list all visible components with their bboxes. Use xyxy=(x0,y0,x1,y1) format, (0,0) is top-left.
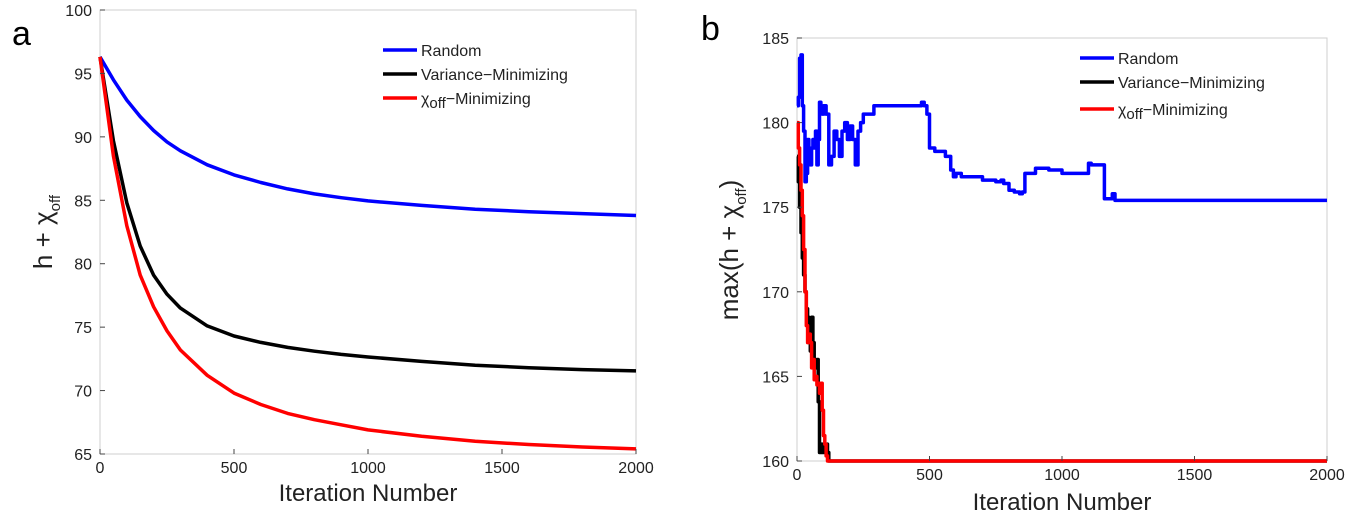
y-axis-label-b: max(h + χoff) xyxy=(714,180,750,321)
x-tick-label-a-2: 1000 xyxy=(350,460,386,477)
y-tick-label-a-3: 80 xyxy=(74,257,92,274)
legend-a-label-1: Variance−Minimizing xyxy=(421,67,568,84)
y-tick-label-a-5: 90 xyxy=(74,130,92,147)
y-tick-label-a-4: 85 xyxy=(74,193,92,210)
x-tick-label-b-1: 500 xyxy=(916,467,943,484)
legend-a: Random Variance−Minimizing χoff−Minimizi… xyxy=(383,43,568,112)
y-tick-label-b-1: 165 xyxy=(762,369,789,386)
x-axis-label-a: Iteration Number xyxy=(279,480,458,507)
x-tick-label-b-0: 0 xyxy=(793,467,802,484)
x-axis-label-b: Iteration Number xyxy=(973,489,1152,516)
legend-a-label-0: Random xyxy=(421,43,481,60)
y-tick-label-a-1: 70 xyxy=(74,384,92,401)
y-axis-label-a: h + χoff xyxy=(28,194,64,269)
y-tick-label-a-0: 65 xyxy=(74,447,92,464)
plot-area-a xyxy=(99,9,637,455)
y-axis-label-b-main: max(h + χ xyxy=(714,204,744,320)
y-ticks-b: 160 165 170 175 180 185 xyxy=(762,31,802,471)
series-line-a-1 xyxy=(98,56,637,373)
x-tick-label-a-3: 1500 xyxy=(484,460,520,477)
y-axis-label-a-main: h + χ xyxy=(28,211,58,269)
series-line-a-0 xyxy=(98,56,637,218)
series-line-b-0 xyxy=(796,53,1327,203)
y-axis-label-b-close: ) xyxy=(714,180,744,189)
y-tick-label-b-3: 175 xyxy=(762,200,789,217)
series-line-b-2 xyxy=(796,120,1327,463)
x-tick-label-a-1: 500 xyxy=(221,460,248,477)
series-line-a-2 xyxy=(98,56,637,451)
legend-b-label-2: χoff−Minimizing xyxy=(1118,102,1228,123)
y-tick-label-b-5: 185 xyxy=(762,31,789,48)
y-tick-label-b-4: 180 xyxy=(762,116,789,133)
x-tick-label-b-3: 1500 xyxy=(1177,467,1213,484)
y-tick-label-b-2: 170 xyxy=(762,285,789,302)
x-ticks-a: 0 500 1000 1500 2000 xyxy=(96,449,654,477)
x-tick-label-b-2: 1000 xyxy=(1044,467,1080,484)
y-tick-label-a-6: 95 xyxy=(74,66,92,83)
x-tick-label-a-0: 0 xyxy=(96,460,105,477)
y-axis-label-b-sub: off xyxy=(733,188,750,205)
x-tick-label-b-4: 2000 xyxy=(1309,467,1345,484)
y-ticks-a: 65 70 75 80 85 90 95 100 xyxy=(65,3,105,464)
legend-a-label-2: χoff−Minimizing xyxy=(421,91,531,112)
panel-letter-a: a xyxy=(12,15,31,53)
y-tick-label-a-2: 75 xyxy=(74,320,92,337)
legend-b-label-0: Random xyxy=(1118,51,1178,68)
series-group-a xyxy=(98,56,637,451)
x-ticks-b: 0 500 1000 1500 2000 xyxy=(793,456,1345,484)
y-tick-label-a-7: 100 xyxy=(65,3,92,20)
panel-a: a 65 70 75 80 85 90 95 100 0 500 1000 1500 2000 Ite… xyxy=(12,3,654,507)
legend-b-label-1: Variance−Minimizing xyxy=(1118,75,1265,92)
panel-b: b 160 165 170 175 180 185 0 500 1000 1500 2000 It… xyxy=(701,10,1345,516)
panel-letter-b: b xyxy=(701,10,720,48)
x-tick-label-a-4: 2000 xyxy=(618,460,654,477)
y-axis-label-a-sub: off xyxy=(47,194,64,211)
plot-area-b xyxy=(796,37,1328,462)
y-tick-label-b-0: 160 xyxy=(762,454,789,471)
legend-b: Random Variance−Minimizing χoff−Minimizi… xyxy=(1080,51,1265,123)
series-group-b xyxy=(796,53,1327,463)
